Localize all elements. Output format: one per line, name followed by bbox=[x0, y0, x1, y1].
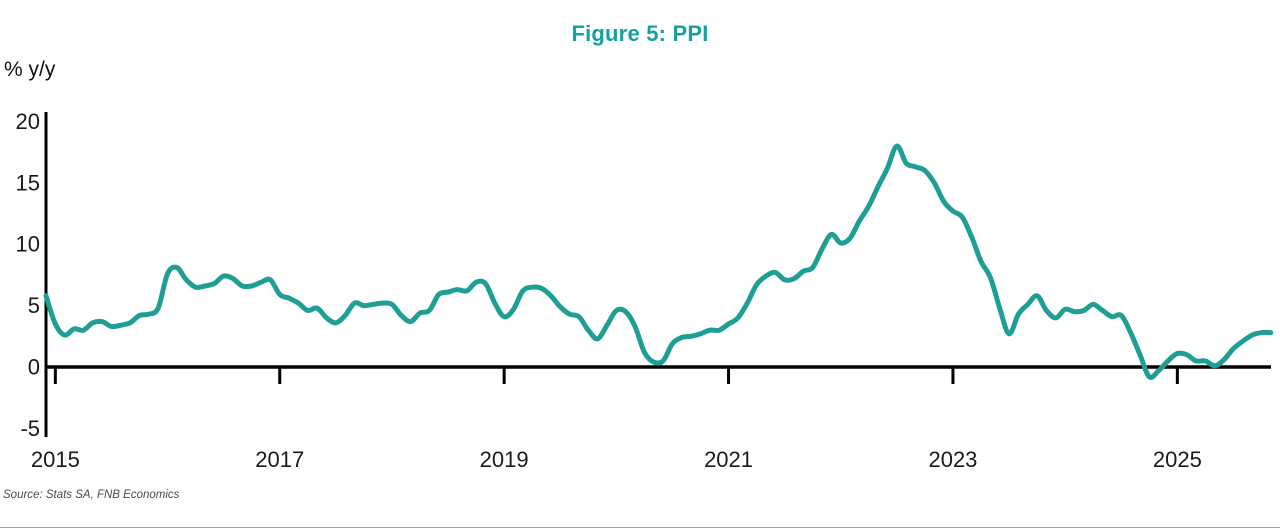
chart-title: Figure 5: PPI bbox=[571, 21, 709, 46]
y-tick-label: 10 bbox=[16, 232, 40, 257]
y-tick-label: 20 bbox=[16, 109, 40, 134]
x-tick-label: 2015 bbox=[31, 447, 80, 472]
x-tick-label: 2023 bbox=[928, 447, 977, 472]
y-tick-label: -5 bbox=[20, 416, 40, 441]
x-tick-label: 2025 bbox=[1153, 447, 1202, 472]
x-tick-label: 2017 bbox=[255, 447, 304, 472]
y-tick-label: 15 bbox=[16, 170, 40, 195]
y-tick-label: 5 bbox=[28, 293, 40, 318]
bottom-divider bbox=[0, 527, 1280, 528]
y-tick-label: 0 bbox=[28, 355, 40, 380]
source-note: Source: Stats SA, FNB Economics bbox=[3, 489, 180, 501]
x-tick-label: 2019 bbox=[480, 447, 529, 472]
x-tick-label: 2021 bbox=[704, 447, 753, 472]
ppi-series-path bbox=[43, 143, 1274, 380]
y-axis-unit-label: % y/y bbox=[4, 58, 56, 81]
